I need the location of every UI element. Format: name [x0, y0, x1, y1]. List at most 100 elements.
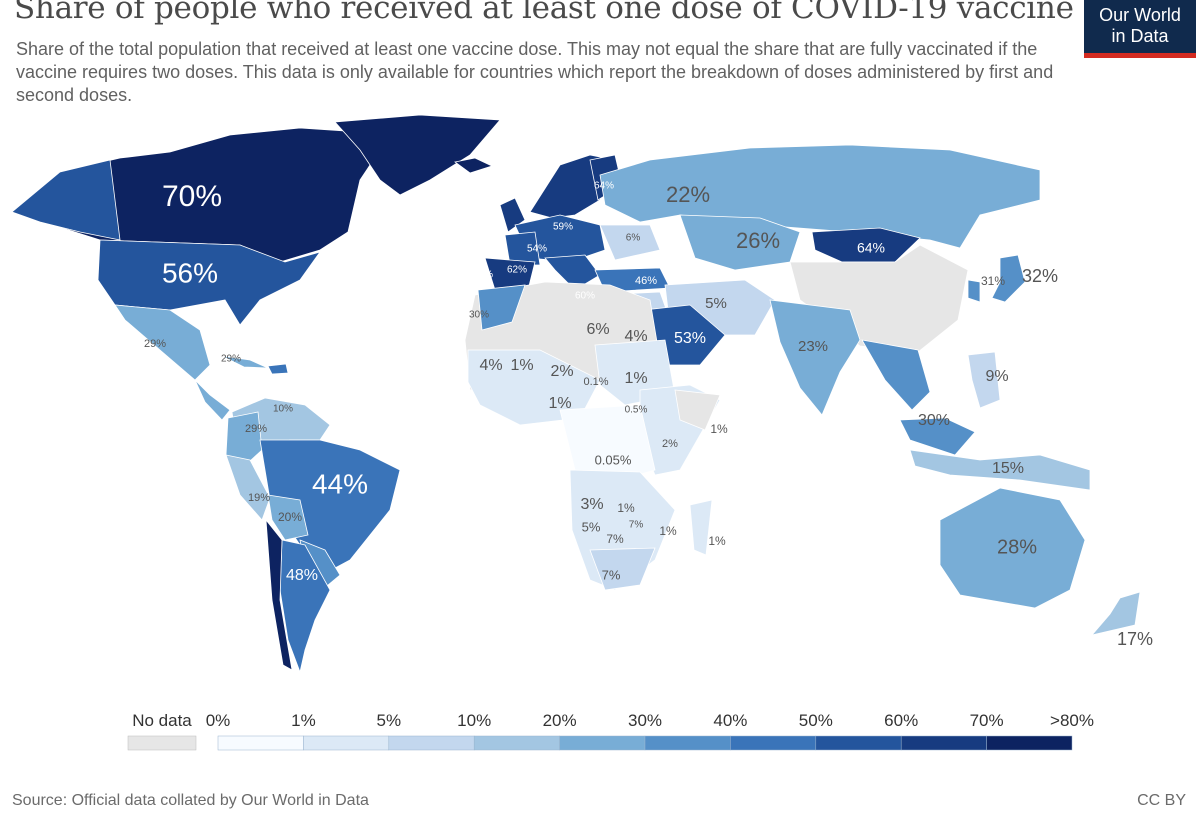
license-note[interactable]: CC BY — [1137, 792, 1186, 809]
map-value-label: 68% — [509, 186, 531, 198]
map-value-label: 31% — [981, 274, 1005, 288]
owid-logo[interactable]: Our World in Data — [1084, 0, 1196, 58]
legend-bin-8 — [900, 735, 987, 751]
land-morocco[interactable] — [477, 284, 526, 331]
land-russia[interactable] — [599, 144, 1041, 249]
map-value-label: 9% — [985, 368, 1008, 385]
legend-no-data-swatch — [127, 735, 197, 751]
map-value-label: 48% — [286, 567, 318, 584]
legend-bin-9 — [986, 735, 1073, 751]
legend-bin-2 — [388, 735, 475, 751]
land-uk[interactable] — [499, 197, 526, 233]
legend-tick-label: 50% — [799, 711, 833, 730]
land-southeast-asia[interactable] — [861, 339, 931, 411]
legend-bin-4 — [559, 735, 646, 751]
legend-tick-label: 20% — [543, 711, 577, 730]
map-value-label: 2% — [550, 363, 573, 380]
map-value-label: 1% — [548, 395, 571, 412]
map-value-label: 23% — [798, 338, 828, 355]
map-value-label: 7% — [602, 567, 621, 582]
land-italy-balkans[interactable] — [544, 254, 601, 291]
land-peru[interactable] — [225, 454, 271, 521]
legend-bin-5 — [644, 735, 731, 751]
map-value-label: 60% — [575, 291, 595, 302]
color-legend: No data 0% 1% 5% 10% 20% 30% 40% 50% 60% 70% >80% — [127, 711, 1094, 751]
land-australia[interactable] — [939, 487, 1086, 609]
map-value-label: 49% — [276, 351, 298, 363]
map-value-label: 70% — [162, 180, 222, 213]
map-value-label: 15% — [992, 460, 1024, 477]
map-value-label: 64% — [594, 181, 614, 192]
land-france[interactable] — [504, 231, 541, 266]
map-value-label: 1% — [659, 524, 677, 538]
map-value-label: 54% — [527, 244, 547, 255]
map-value-label: 7% — [629, 520, 644, 531]
land-greenland[interactable] — [334, 114, 501, 196]
map-labels: 70% 56% 78% 68% 64% 59% 54%62% 64% 6% 46% 60% 22% 26… — [144, 180, 1153, 649]
land-central-america[interactable] — [194, 379, 231, 421]
land-new-zealand[interactable] — [1090, 591, 1141, 636]
legend-tick-label: >80% — [1050, 711, 1094, 730]
legend-bin-3 — [473, 735, 560, 751]
map-value-label: 71% — [247, 579, 269, 591]
land-alaska[interactable] — [11, 159, 121, 241]
land-usa[interactable] — [97, 239, 321, 326]
map-value-label: 78% — [465, 182, 487, 194]
land-argentina[interactable] — [279, 539, 331, 674]
map-value-label: 53% — [674, 330, 706, 347]
source-note: Source: Official data collated by Our Wo… — [12, 792, 369, 809]
land-mexico[interactable] — [114, 304, 211, 381]
map-value-label: 1% — [510, 357, 533, 374]
map-value-label: 6% — [626, 233, 641, 244]
legend-tick-label: 1% — [291, 711, 316, 730]
land-madagascar[interactable] — [689, 499, 713, 556]
legend-no-data-label: No data — [132, 711, 192, 730]
land-horn[interactable] — [674, 389, 721, 431]
legend-bin-7 — [815, 735, 902, 751]
land-malaysia[interactable] — [899, 417, 976, 456]
map-value-label: 0.05% — [595, 452, 632, 467]
land-philippines[interactable] — [967, 351, 1001, 409]
map-value-label: 30% — [918, 412, 950, 429]
map-value-label: 5% — [705, 295, 727, 312]
map-value-label: 4% — [624, 328, 647, 345]
map-value-label: 0.1% — [583, 376, 608, 388]
land-cuba[interactable] — [221, 355, 269, 369]
land-central-africa[interactable] — [559, 404, 656, 481]
land-japan[interactable] — [991, 254, 1026, 303]
map-value-label: 2% — [662, 438, 678, 450]
map-value-label: 56% — [162, 257, 218, 288]
map-value-label: 1% — [708, 534, 726, 548]
map-value-label: 3% — [580, 496, 603, 513]
land-ukraine[interactable] — [599, 224, 661, 261]
map-value-label: 7% — [606, 532, 624, 546]
map-value-label: 17% — [1117, 629, 1153, 649]
map-value-label: 64% — [473, 270, 493, 281]
land-korea[interactable] — [967, 279, 981, 303]
land-iceland[interactable] — [454, 157, 494, 174]
land-indonesia[interactable] — [909, 449, 1091, 491]
map-value-label: 1% — [617, 501, 635, 515]
map-value-label: 5% — [582, 519, 601, 534]
legend-tick-label: 40% — [713, 711, 747, 730]
map-value-label: 26% — [736, 228, 780, 253]
land-west-africa[interactable] — [467, 349, 601, 426]
map-value-label: 20% — [278, 510, 302, 524]
chart-title: Share of people who received at least on… — [14, 0, 1074, 26]
legend-tick-label: 10% — [457, 711, 491, 730]
map-value-label: 32% — [1022, 266, 1058, 286]
land-south-africa[interactable] — [589, 547, 656, 591]
map-value-label: 30% — [469, 310, 489, 321]
land-chile[interactable] — [265, 518, 311, 681]
world-map: 70% 56% 78% 68% 64% 59% 54%62% 64% 6% 46% 60% 22% 26… — [11, 114, 1153, 681]
map-value-label: 29% — [221, 354, 241, 365]
map-value-label: 1% — [710, 422, 728, 436]
map-land — [11, 114, 1141, 681]
land-india[interactable] — [769, 299, 861, 416]
land-colombia[interactable] — [225, 411, 263, 471]
legend-tick-label: 0% — [206, 711, 231, 730]
map-value-label: 10% — [273, 404, 293, 415]
land-hispaniola[interactable] — [267, 363, 289, 375]
land-bolivia[interactable] — [267, 494, 309, 541]
legend-tick-label: 5% — [377, 711, 402, 730]
